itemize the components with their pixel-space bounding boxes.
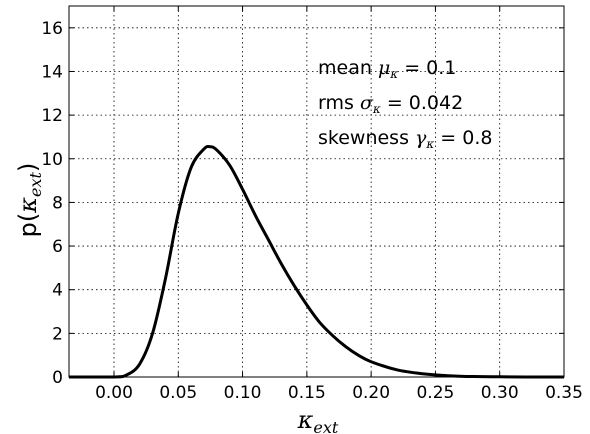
annotation-value: = 0.8 bbox=[434, 127, 492, 149]
y-tick-label: 10 bbox=[41, 150, 63, 170]
plot-frame bbox=[68, 5, 565, 378]
y-tick-label: 0 bbox=[52, 368, 63, 388]
annotation-prefix: rms bbox=[318, 92, 360, 114]
x-tick-label: 0.05 bbox=[159, 383, 197, 403]
x-axis-label-sub: ext bbox=[313, 418, 338, 434]
y-axis-label-sub: ext bbox=[26, 171, 45, 196]
x-axis-label: κext bbox=[297, 406, 339, 434]
y-tick-label: 16 bbox=[41, 19, 63, 39]
x-tick-label: 0.30 bbox=[481, 383, 519, 403]
x-tick-label: 0.00 bbox=[95, 383, 133, 403]
annotation-prefix: mean bbox=[318, 57, 378, 79]
annotation-sub: κ bbox=[425, 137, 434, 151]
y-tick-label: 2 bbox=[52, 324, 63, 344]
annotation-symbol: γ bbox=[415, 127, 427, 149]
y-tick-label: 8 bbox=[52, 193, 63, 213]
y-axis-label-prefix: p( bbox=[14, 213, 42, 238]
annotation-sub: κ bbox=[372, 102, 381, 116]
x-tick-label: 0.25 bbox=[416, 383, 454, 403]
annotation-sub: κ bbox=[389, 67, 398, 81]
x-tick-label: 0.20 bbox=[352, 383, 390, 403]
x-tick-label: 0.35 bbox=[545, 383, 583, 403]
x-tick-label: 0.15 bbox=[288, 383, 326, 403]
y-ticks: 0 2 4 6 8 10 12 14 16 bbox=[41, 19, 564, 388]
x-axis-label-symbol: κ bbox=[297, 406, 314, 434]
y-tick-label: 4 bbox=[52, 281, 63, 301]
y-tick-label: 12 bbox=[41, 106, 63, 126]
y-axis-label-suffix: ) bbox=[14, 163, 42, 172]
y-axis-label-symbol: κ bbox=[14, 197, 42, 214]
annotation-prefix: skewness bbox=[318, 127, 415, 149]
density-curve bbox=[69, 144, 564, 379]
y-axis-label: p(κext) bbox=[14, 163, 45, 238]
y-tick-label: 14 bbox=[41, 62, 63, 82]
x-ticks: 0.00 0.05 0.10 0.15 0.20 0.25 0.30 0.35 bbox=[95, 6, 583, 403]
annotation-value: = 0.042 bbox=[381, 92, 463, 114]
annotation-line: skewness γκ = 0.8 bbox=[318, 127, 492, 151]
annotation-value: = 0.1 bbox=[398, 57, 456, 79]
annotation-symbol: σ bbox=[360, 92, 374, 114]
grid bbox=[69, 6, 565, 378]
y-tick-label: 6 bbox=[52, 237, 63, 257]
x-tick-label: 0.10 bbox=[224, 383, 262, 403]
annotation-line: rms σκ = 0.042 bbox=[318, 92, 463, 116]
annotation-symbol: μ bbox=[378, 57, 390, 79]
annotation-line: mean μκ = 0.1 bbox=[318, 57, 456, 81]
